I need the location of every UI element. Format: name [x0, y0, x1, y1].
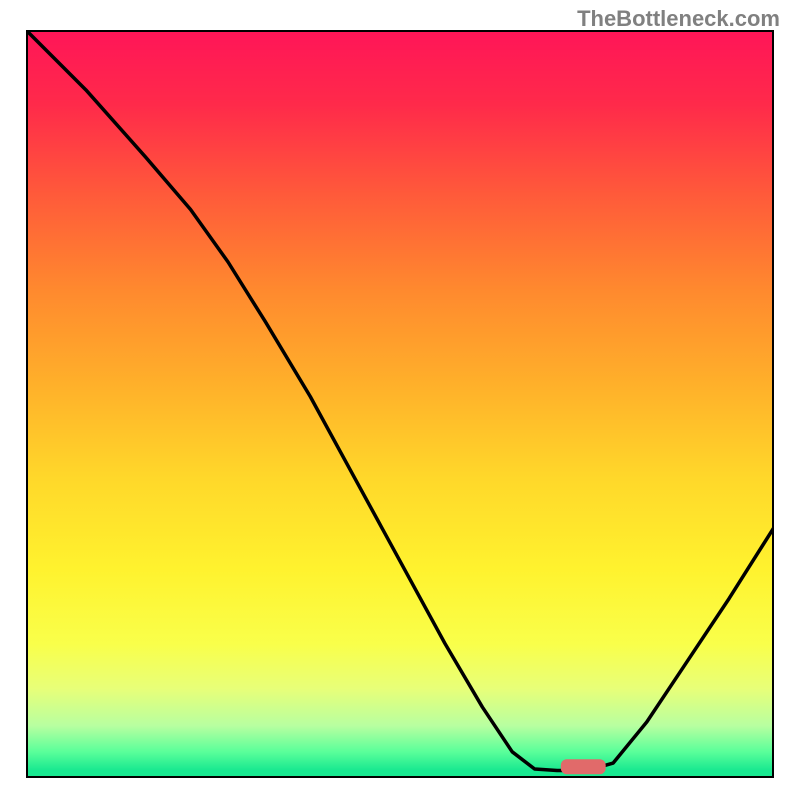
- plot-area: [26, 30, 774, 778]
- optimal-marker: [561, 759, 606, 774]
- plot-svg: [26, 30, 774, 778]
- gradient-rect: [26, 30, 774, 778]
- chart-container: TheBottleneck.com: [0, 0, 800, 800]
- watermark-text: TheBottleneck.com: [577, 6, 780, 32]
